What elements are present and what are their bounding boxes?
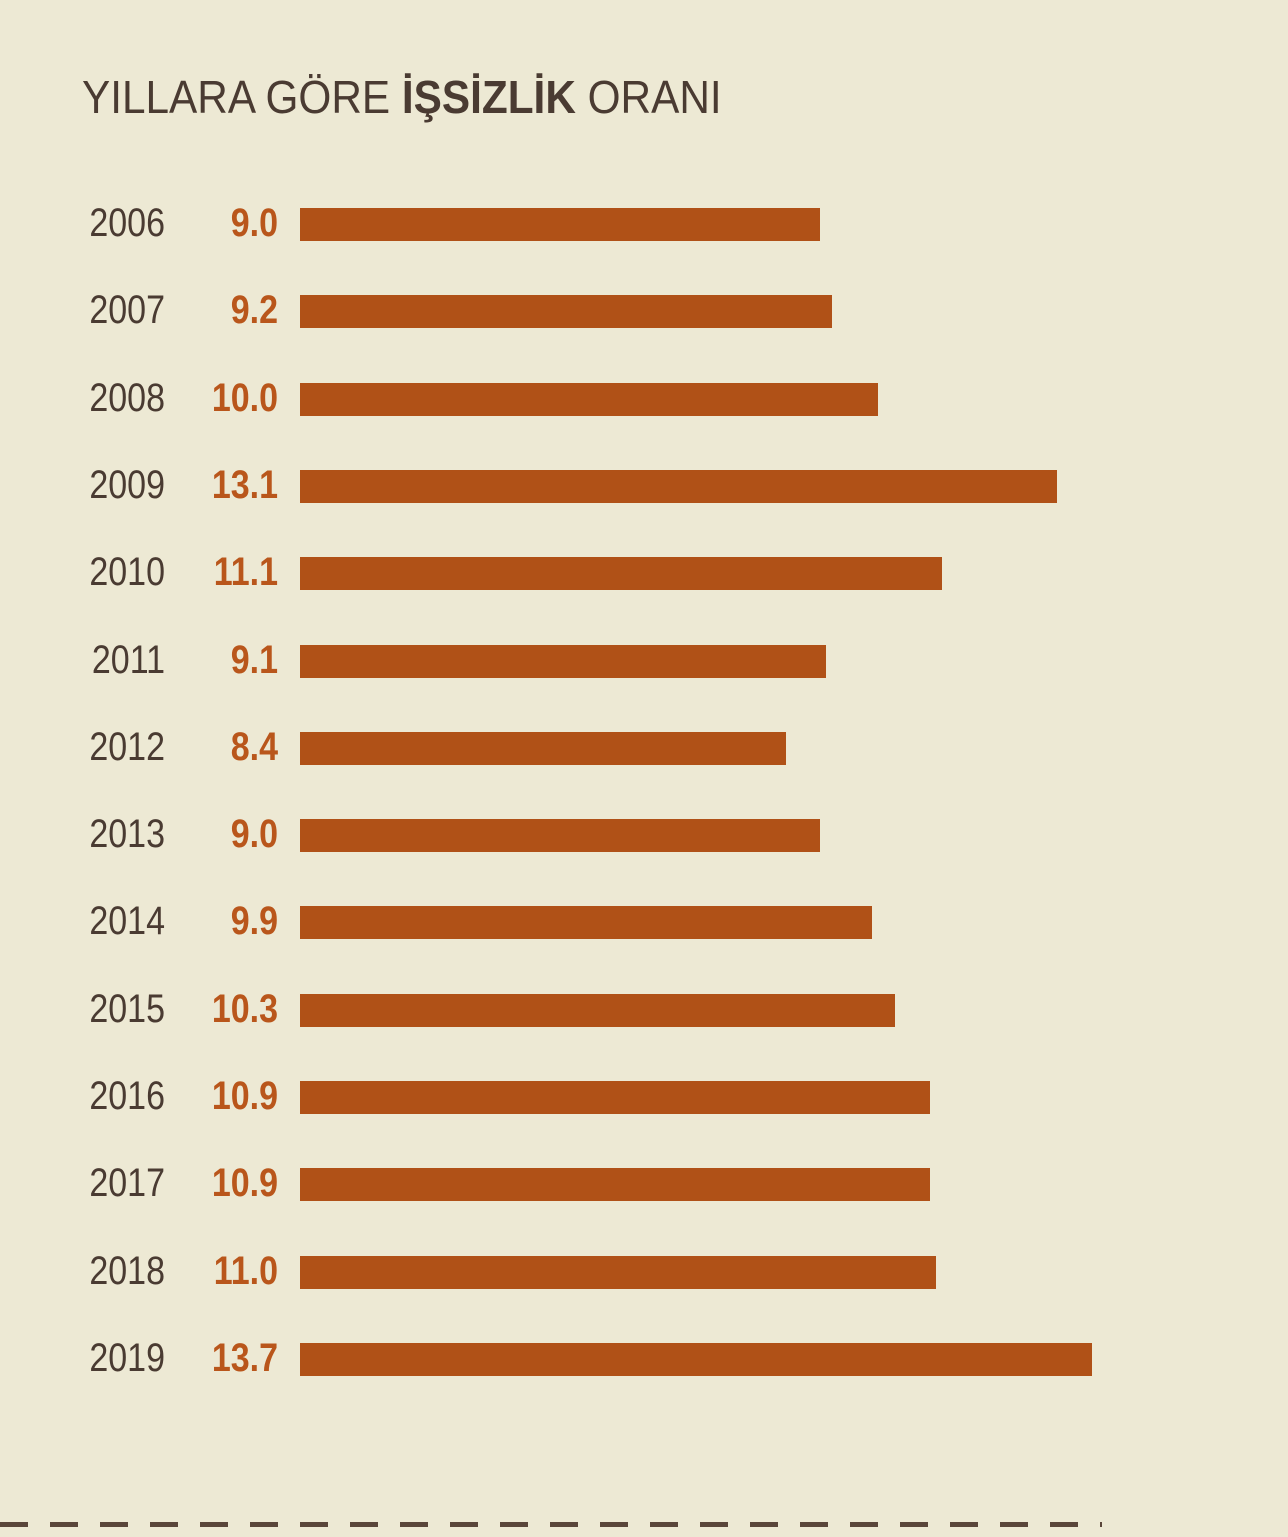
year-label: 2018 xyxy=(89,1248,165,1293)
bar-2018 xyxy=(300,1255,936,1289)
bar-2015 xyxy=(300,993,896,1027)
year-label: 2019 xyxy=(89,1335,165,1380)
year-label: 2014 xyxy=(89,899,165,944)
value-label: 9.1 xyxy=(230,637,278,682)
value-label: 13.7 xyxy=(211,1335,278,1380)
value-label: 11.1 xyxy=(213,550,278,595)
value-label: 9.2 xyxy=(230,288,278,333)
year-label: 2016 xyxy=(89,1074,165,1118)
year-label: 2006 xyxy=(89,201,165,245)
year-label: 2017 xyxy=(89,1161,165,1206)
chart-title: YILLARA GÖRE İŞSİZLİK ORANI xyxy=(82,70,722,124)
year-label: 2015 xyxy=(89,986,165,1031)
year-label: 2011 xyxy=(91,637,165,682)
year-label: 2008 xyxy=(89,375,165,420)
year-label: 2012 xyxy=(89,724,165,769)
bar-2017 xyxy=(300,1168,931,1202)
value-label: 9.9 xyxy=(230,899,278,944)
bar-2012 xyxy=(300,731,786,765)
year-label: 2007 xyxy=(89,288,165,333)
bar-2007 xyxy=(300,295,832,329)
bar-2008 xyxy=(300,382,878,416)
bar-2013 xyxy=(300,819,821,853)
value-label: 9.0 xyxy=(230,812,278,857)
title-part: YILLARA GÖRE xyxy=(82,71,402,123)
bar-2014 xyxy=(300,906,873,940)
year-label: 2010 xyxy=(89,550,165,595)
bar-2010 xyxy=(300,557,942,591)
bar-2009 xyxy=(300,469,1058,503)
value-label: 10.3 xyxy=(211,986,278,1031)
value-label: 10.9 xyxy=(211,1074,278,1118)
value-label: 11.0 xyxy=(213,1248,278,1293)
bar-2016 xyxy=(300,1081,931,1114)
bar-2006 xyxy=(300,208,821,241)
bar-2019 xyxy=(300,1342,1092,1376)
year-label: 2013 xyxy=(89,812,165,857)
title-part: ORANI xyxy=(575,71,722,123)
dashed-divider xyxy=(0,1522,1102,1527)
value-label: 8.4 xyxy=(230,724,278,769)
bar-2011 xyxy=(300,644,826,678)
value-label: 9.0 xyxy=(230,201,278,245)
value-label: 10.9 xyxy=(211,1161,278,1206)
title-emphasis: İŞSİZLİK xyxy=(401,71,576,123)
value-label: 13.1 xyxy=(211,462,278,507)
year-label: 2009 xyxy=(89,462,165,507)
value-label: 10.0 xyxy=(211,375,278,420)
